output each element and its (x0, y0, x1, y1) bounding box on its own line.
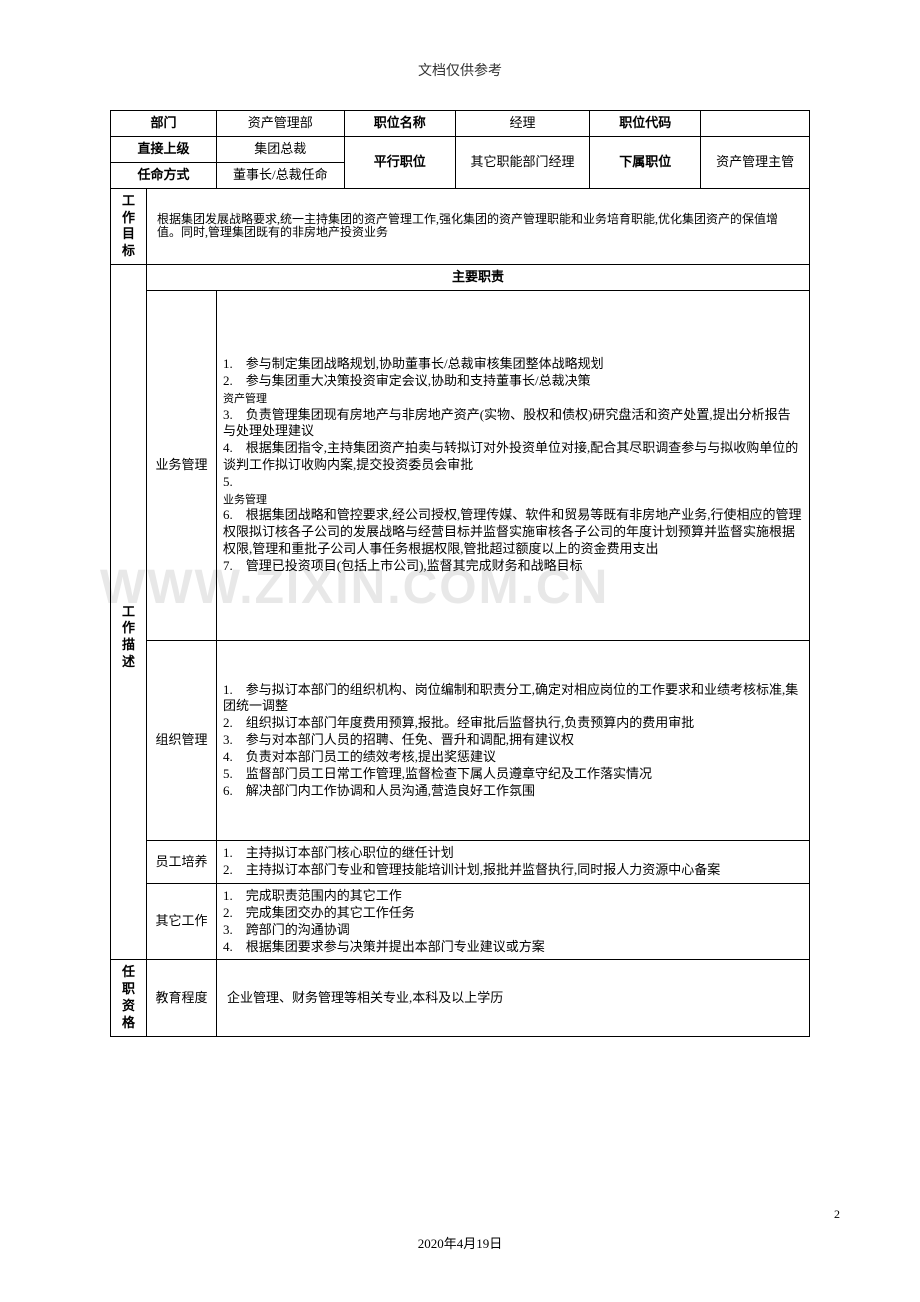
biz-i3: 负责管理集团现有房地产与非房地产资产(实物、股权和债权)研究盘活和资产处置,提出… (223, 407, 791, 439)
biz-i6: 管理已投资项目(包括上市公司),监督其完成财务和战略目标 (246, 558, 583, 573)
org-i6: 解决部门内工作协调和人员沟通,营造良好工作氛围 (246, 783, 535, 798)
biz-i2: 参与集团重大决策投资审定会议,协助和支持董事长/总裁决策 (246, 373, 591, 388)
page-number: 2 (834, 1207, 840, 1222)
desc-label: 工作描述 (111, 265, 147, 960)
org-i2: 组织拟订本部门年度费用预算,报批。经审批后监督执行,负责预算内的费用审批 (246, 715, 695, 730)
desc-label-text: 工作描述 (117, 604, 140, 672)
footer-date: 2020年4月19日 (0, 1233, 920, 1252)
biz-label: 业务管理 (147, 291, 217, 641)
superior-value: 集团总裁 (217, 136, 345, 162)
org-i1: 参与拟订本部门的组织机构、岗位编制和职责分工,确定对相应岗位的工作要求和业绩考核… (223, 682, 798, 714)
biz-i1: 参与制定集团战略规划,协助董事长/总裁审核集团整体战略规划 (246, 356, 604, 371)
emp-content: 1. 主持拟订本部门核心职位的继任计划 2. 主持拟订本部门专业和管理技能培训计… (217, 841, 810, 884)
biz-i4: 根据集团指令,主持集团资产拍卖与转拟订对外投资单位对接,配合其尽职调查参与与拟收… (223, 440, 798, 472)
biz-sub1: 资产管理 (223, 392, 803, 406)
edu-value: 企业管理、财务管理等相关专业,本科及以上学历 (217, 960, 810, 1037)
biz-i5: 根据集团战略和管控要求,经公司授权,管理传媒、软件和贸易等既有非房地产业务,行使… (223, 507, 802, 556)
org-content: 1. 参与拟订本部门的组织机构、岗位编制和职责分工,确定对相应岗位的工作要求和业… (217, 641, 810, 841)
edu-label: 教育程度 (147, 960, 217, 1037)
job-spec-table: 部门 资产管理部 职位名称 经理 职位代码 直接上级 集团总裁 平行职位 其它职… (110, 110, 810, 1037)
other-i1: 完成职责范围内的其它工作 (246, 888, 402, 903)
dept-label: 部门 (111, 111, 217, 137)
other-i4: 根据集团要求参与决策并提出本部门专业建议或方案 (246, 939, 545, 954)
emp-i1: 主持拟订本部门核心职位的继任计划 (246, 845, 454, 860)
postitle-value: 经理 (455, 111, 589, 137)
org-i4: 负责对本部门员工的绩效考核,提出奖惩建议 (246, 749, 496, 764)
biz-sub2: 业务管理 (223, 493, 803, 507)
page-header: 文档仅供参考 (0, 0, 920, 100)
poscode-label: 职位代码 (590, 111, 701, 137)
sub-value: 资产管理主管 (701, 136, 810, 188)
poscode-value (701, 111, 810, 137)
other-label: 其它工作 (147, 883, 217, 960)
peer-label: 平行职位 (344, 136, 455, 188)
superior-label: 直接上级 (111, 136, 217, 162)
postitle-label: 职位名称 (344, 111, 455, 137)
goal-text: 根据集团发展战略要求,统一主持集团的资产管理工作,强化集团的资产管理职能和业务培… (147, 188, 810, 265)
main-duties-header: 主要职责 (147, 265, 810, 291)
sub-label: 下属职位 (590, 136, 701, 188)
biz-content: 1. 参与制定集团战略规划,协助董事长/总裁审核集团整体战略规划 2. 参与集团… (217, 291, 810, 641)
peer-value: 其它职能部门经理 (455, 136, 589, 188)
qual-label: 任职资格 (111, 960, 147, 1037)
org-i3: 参与对本部门人员的招聘、任免、晋升和调配,拥有建议权 (246, 732, 574, 747)
other-i3: 跨部门的沟通协调 (246, 922, 350, 937)
other-content: 1. 完成职责范围内的其它工作 2. 完成集团交办的其它工作任务 3. 跨部门的… (217, 883, 810, 960)
appoint-value: 董事长/总裁任命 (217, 162, 345, 188)
org-label: 组织管理 (147, 641, 217, 841)
emp-i2: 主持拟订本部门专业和管理技能培训计划,报批并监督执行,同时报人力资源中心备案 (246, 862, 721, 877)
other-i2: 完成集团交办的其它工作任务 (246, 905, 415, 920)
emp-label: 员工培养 (147, 841, 217, 884)
appoint-label: 任命方式 (111, 162, 217, 188)
dept-value: 资产管理部 (217, 111, 345, 137)
goal-label: 工作目标 (111, 188, 147, 265)
org-i5: 监督部门员工日常工作管理,监督检查下属人员遵章守纪及工作落实情况 (246, 766, 652, 781)
